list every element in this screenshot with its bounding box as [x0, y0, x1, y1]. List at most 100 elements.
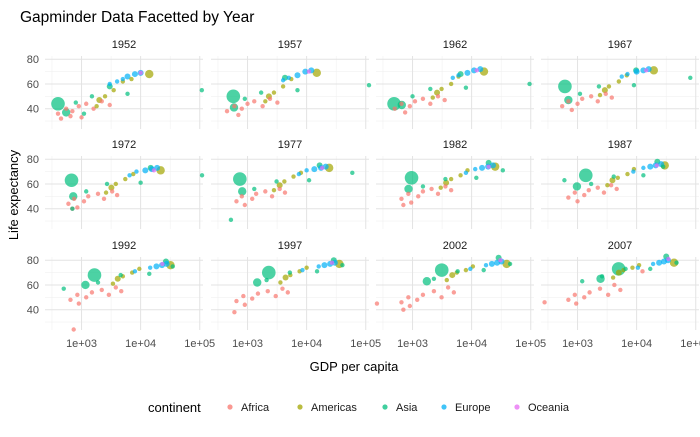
point-africa	[282, 190, 288, 195]
point-europe	[625, 71, 630, 77]
point-americas	[304, 265, 309, 270]
point-europe	[280, 78, 286, 83]
point-americas	[131, 171, 136, 177]
point-oceania	[319, 165, 325, 171]
point-asia	[434, 263, 449, 277]
point-americas	[616, 79, 622, 84]
point-oceania	[329, 260, 335, 265]
point-asia	[420, 184, 426, 189]
point-asia	[340, 262, 345, 268]
facet-panel-1967: 1967	[541, 39, 699, 129]
point-africa	[406, 191, 411, 197]
point-africa	[76, 104, 82, 109]
facet-panel-1952: 1952 40 60 80	[27, 39, 205, 129]
point-africa	[71, 327, 76, 332]
point-africa	[267, 96, 273, 102]
point-asia	[51, 96, 65, 111]
point-americas	[263, 99, 268, 104]
point-asia	[688, 75, 693, 80]
point-europe	[300, 267, 305, 273]
point-americas	[282, 274, 289, 281]
point-africa	[415, 297, 420, 303]
point-asia	[599, 274, 605, 279]
facet-panel-1977: 1977	[211, 139, 369, 229]
point-africa	[114, 192, 120, 198]
legend-label: Europe	[455, 402, 490, 414]
point-europe	[464, 69, 471, 76]
point-americas	[463, 267, 469, 273]
point-africa	[603, 91, 608, 97]
point-asia	[623, 266, 628, 272]
point-africa	[569, 107, 574, 113]
point-americas	[291, 174, 296, 179]
point-americas	[609, 177, 616, 184]
point-americas	[276, 182, 283, 189]
point-africa	[76, 301, 82, 306]
point-africa	[79, 115, 84, 120]
point-europe	[302, 68, 309, 75]
point-africa	[106, 292, 112, 298]
point-americas	[502, 259, 511, 269]
facet-panel-1957: 1957	[211, 39, 372, 129]
point-africa	[107, 102, 112, 108]
point-africa	[435, 191, 441, 197]
point-oceania	[138, 70, 143, 76]
facet-panel-1997: 1997 1e+03 1e+04 1e+05	[211, 240, 381, 350]
facet-panel-1987: 1987	[541, 139, 699, 229]
y-tick-label: 80	[27, 154, 39, 166]
point-africa	[601, 190, 607, 195]
facet-panel-1972: 1972 40 60 80	[27, 139, 205, 229]
point-asia	[404, 184, 413, 194]
point-europe	[131, 71, 138, 78]
legend-item-oceania: Oceania	[514, 402, 570, 414]
point-africa	[265, 288, 270, 294]
point-africa	[586, 187, 591, 193]
point-africa	[86, 194, 91, 199]
point-africa	[442, 97, 447, 103]
point-africa	[275, 100, 280, 105]
point-africa	[242, 202, 248, 208]
point-africa	[597, 286, 603, 291]
point-asia	[580, 279, 585, 284]
point-asia	[455, 269, 460, 274]
point-africa	[399, 300, 404, 305]
point-americas	[449, 272, 456, 279]
point-africa	[566, 99, 571, 104]
point-americas	[438, 185, 443, 190]
facet-label: 1972	[112, 139, 136, 151]
point-asia	[81, 280, 90, 290]
point-asia	[474, 175, 479, 180]
point-africa	[109, 189, 115, 194]
point-africa	[587, 290, 592, 295]
point-africa	[224, 108, 230, 114]
point-europe	[124, 73, 131, 80]
point-africa	[71, 196, 77, 202]
x-tick-label: 1e+05	[184, 338, 215, 350]
point-africa	[234, 298, 239, 304]
y-tick-label: 80	[27, 255, 39, 267]
point-africa	[399, 101, 404, 106]
point-africa	[445, 285, 451, 290]
point-africa	[75, 205, 80, 210]
point-africa	[572, 292, 578, 298]
point-europe	[490, 162, 497, 169]
point-africa	[542, 300, 547, 305]
y-tick-label: 80	[27, 54, 39, 66]
point-asia	[258, 90, 264, 95]
point-europe	[296, 171, 302, 177]
y-tick-label: 60	[27, 280, 39, 292]
x-tick-label: 1e+05	[350, 338, 381, 350]
point-africa	[75, 292, 80, 298]
point-asia	[527, 81, 532, 87]
x-tick-label: 1e+05	[680, 338, 700, 350]
point-africa	[81, 199, 87, 204]
point-americas	[615, 269, 622, 276]
point-europe	[114, 79, 120, 84]
point-europe	[107, 81, 112, 87]
point-asia	[404, 170, 419, 185]
point-americas	[649, 66, 659, 75]
legend-key	[227, 404, 233, 410]
point-americas	[113, 181, 118, 187]
point-americas	[606, 84, 612, 89]
point-africa	[253, 191, 259, 197]
